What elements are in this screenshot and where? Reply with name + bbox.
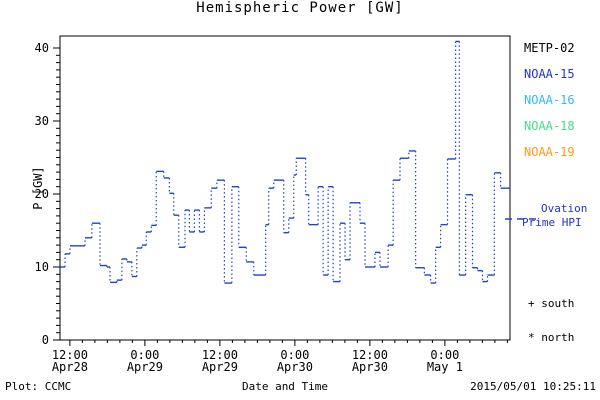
x-tick-label-date: Apr29 — [202, 360, 238, 374]
plot-area-border — [59, 35, 511, 341]
legend-series-name-line1: Ovation — [541, 202, 588, 215]
chart-title: Hemispheric Power [GW] — [196, 0, 404, 16]
x-tick-label-time: 0:00 — [430, 348, 459, 362]
x-tick-label-date: Apr30 — [352, 360, 388, 374]
legend-item-noaa-18: NOAA-18 — [524, 119, 575, 133]
x-tick-label-time: 0:00 — [280, 348, 309, 362]
x-tick-label-date: Apr29 — [127, 360, 163, 374]
legend-line-sample — [504, 207, 538, 226]
x-tick-label-date: Apr28 — [52, 360, 88, 374]
x-tick-label-date: May 1 — [427, 360, 463, 374]
y-tick-label: 20 — [35, 187, 49, 201]
legend-item-metp-02: METP-02 — [524, 41, 575, 55]
legend-series-name-line2: Prime HPI — [522, 216, 582, 229]
legend-item-noaa-16: NOAA-16 — [524, 93, 575, 107]
plot-source-label: Plot: CCMC — [5, 380, 72, 393]
legend-satellites: METP-02 NOAA-15 NOAA-16 NOAA-18 NOAA-19 — [524, 42, 575, 172]
x-axis-label: Date and Time — [241, 380, 329, 393]
legend-item-noaa-19: NOAA-19 — [524, 145, 575, 159]
y-tick-label: 40 — [35, 41, 49, 55]
y-tick-label: 0 — [42, 333, 49, 347]
x-tick-label-time: 0:00 — [130, 348, 159, 362]
timestamp: 2015/05/01 10:25:11 — [470, 380, 596, 393]
x-tick-label-date: Apr30 — [277, 360, 313, 374]
y-tick-label: 30 — [35, 114, 49, 128]
x-tick-label-time: 12:00 — [352, 348, 388, 362]
x-tick-label-time: 12:00 — [52, 348, 88, 362]
legend-marker-south: + south — [528, 297, 575, 310]
legend-item-noaa-15: NOAA-15 — [524, 67, 575, 81]
x-tick-label-time: 12:00 — [202, 348, 238, 362]
y-axis-label: P [GW] — [31, 166, 45, 210]
data-series-ovation-prime-hpi — [60, 40, 510, 284]
dashed-line-icon — [505, 218, 537, 220]
y-tick-label: 10 — [35, 260, 49, 274]
legend-marker-north: * north — [528, 331, 575, 344]
